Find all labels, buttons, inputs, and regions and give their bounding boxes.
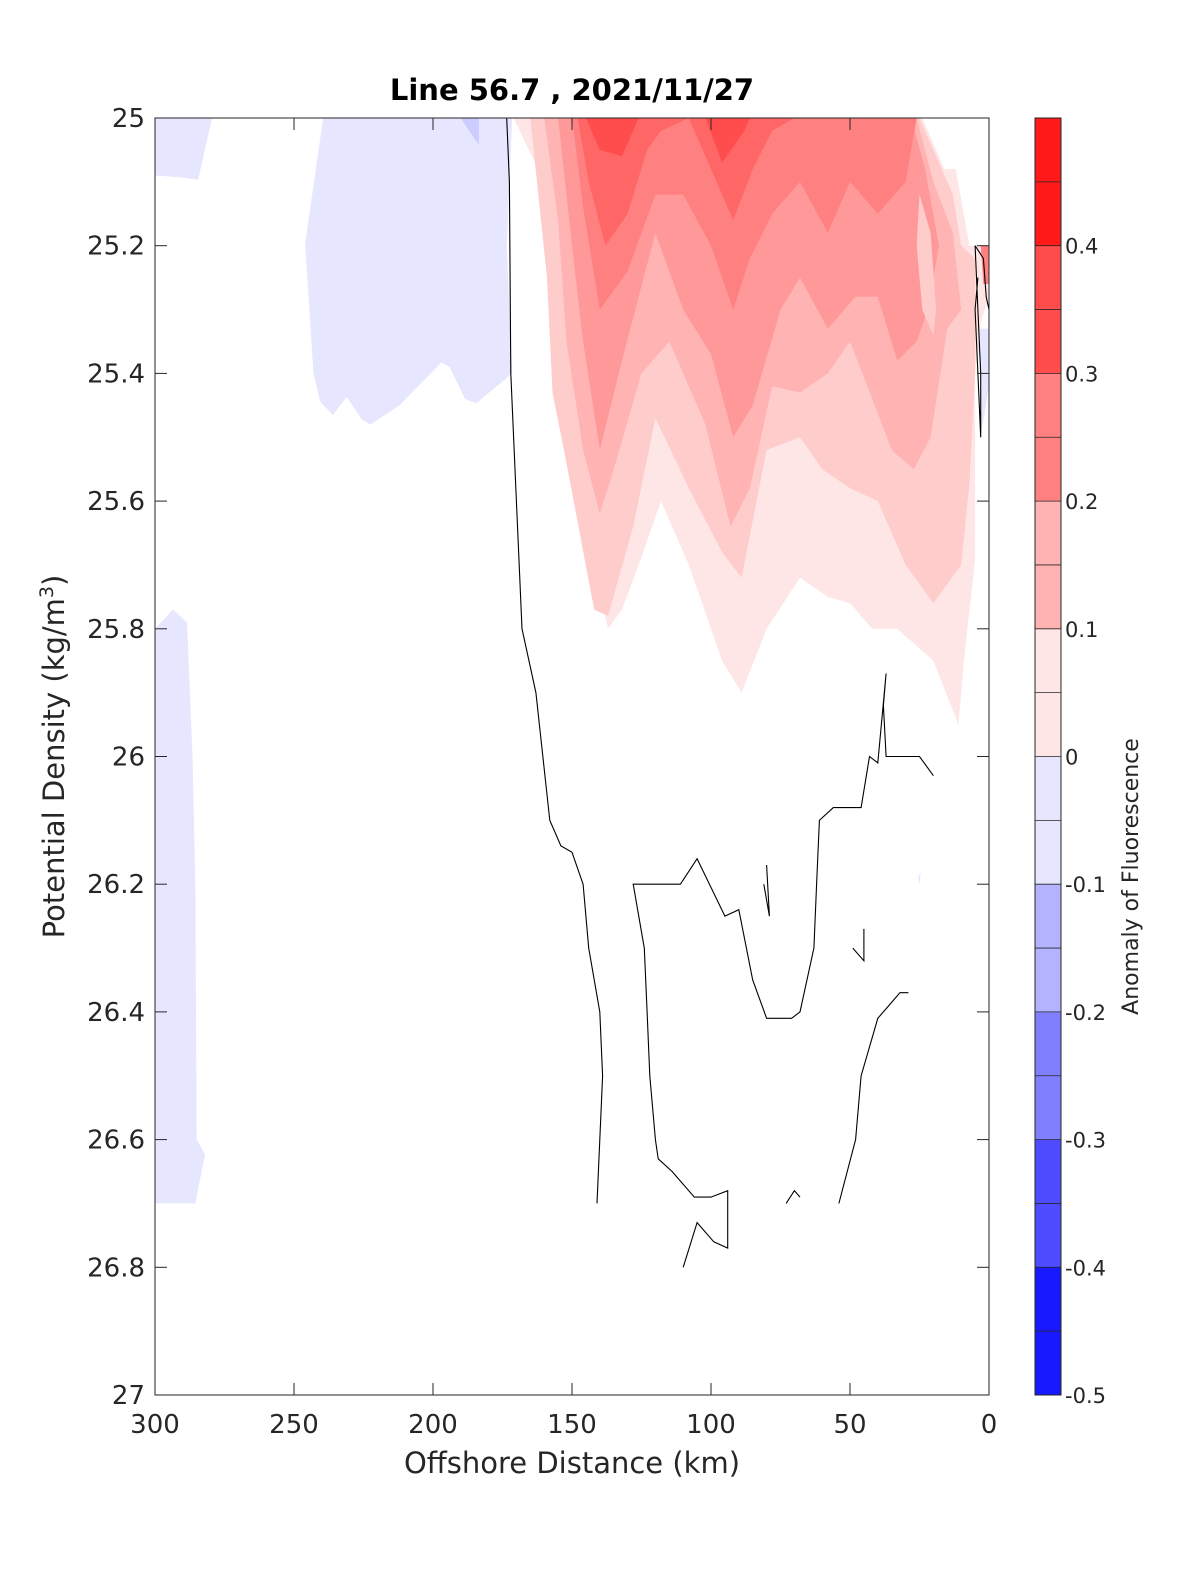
colorbar-tick-label: 0.4 (1065, 235, 1098, 259)
y-tick-label: 25 (112, 104, 145, 134)
colorbar-tick-label: -0.5 (1065, 1384, 1106, 1408)
x-tick-label: 100 (686, 1410, 736, 1440)
colorbar-tick-label: -0.2 (1065, 1001, 1106, 1025)
x-axis-label: Offshore Distance (km) (404, 1446, 740, 1480)
y-tick-label: 25.2 (87, 232, 145, 262)
colorbar-label: Anomaly of Fluorescence (1119, 738, 1144, 1015)
filled-region-14 (980, 245, 989, 284)
filled-region-1 (305, 118, 513, 425)
y-axis-label-close: ) (37, 575, 71, 586)
colorbar-tick-label: -0.4 (1065, 1256, 1106, 1280)
y-tick-label: 26.8 (87, 1253, 145, 1283)
filled-region-3 (155, 609, 205, 1204)
colorbar-ticks: -0.5 -0.4 -0.3 -0.2 -0.1 0 0.1 0.2 0.3 0.4 (1035, 117, 1106, 1408)
contour-line-0 (506, 118, 604, 1204)
plot-area: 300 250 200 150 100 50 0 2525.225.425.625.8262… (87, 104, 997, 1440)
x-tick-label: 200 (408, 1410, 458, 1440)
y-tick-label: 25.6 (87, 487, 145, 517)
contour-line-5 (852, 928, 865, 963)
y-tick-label: 25.4 (87, 359, 145, 389)
filled-region-15 (916, 194, 937, 336)
y-tick-label: 26 (112, 743, 145, 773)
x-tick-label: 250 (269, 1410, 319, 1440)
colorbar-tick-label: -0.1 (1065, 873, 1106, 897)
y-axis: 25 25.2 25.4 25.6 25.8 26 26.2 26.4 26.6 26.8 27 (87, 104, 989, 1411)
filled-region-10 (572, 118, 917, 310)
colorbar-tick-label: -0.3 (1065, 1129, 1106, 1153)
y-tick-label: 25.8 (87, 615, 145, 645)
contour-line-1 (974, 245, 982, 438)
y-tick-label: 26.4 (87, 998, 145, 1028)
filled-region-9 (558, 118, 939, 450)
filled-region-5 (918, 871, 921, 885)
y-axis-label-main: Potential Density (kg/m (37, 598, 71, 938)
filled-region-11 (577, 118, 795, 246)
filled-region-2 (460, 118, 479, 145)
contour-line-6 (838, 992, 909, 1204)
x-tick-label: 150 (547, 1410, 597, 1440)
x-tick-label: 300 (130, 1410, 180, 1440)
y-tick-label: 26.6 (87, 1126, 145, 1156)
contour-line-3 (632, 673, 934, 1268)
filled-region-13 (705, 118, 750, 163)
chart-title: Line 56.7 , 2021/11/27 (390, 73, 754, 107)
y-axis-label-superscript: 3 (36, 586, 58, 598)
contour-line-7 (785, 1189, 801, 1204)
filled-region-0 (155, 118, 212, 180)
colorbar-tick-label: 0.2 (1065, 490, 1098, 514)
y-tick-label: 27 (112, 1381, 145, 1411)
colorbar: -0.5 -0.4 -0.3 -0.2 -0.1 0 0.1 0.2 0.3 0.4 Anomal… (1034, 117, 1144, 1408)
filled-region-12 (585, 118, 639, 157)
colorbar-tick-label: 0.1 (1065, 618, 1098, 642)
colorbar-tick-label: 0.3 (1065, 362, 1098, 386)
x-axis: 300 250 200 150 100 50 0 (130, 118, 997, 1440)
y-tick-label: 26.2 (87, 870, 145, 900)
colorbar-tick-label: 0 (1065, 746, 1078, 770)
x-tick-label: 0 (981, 1410, 998, 1440)
contour-line-4 (763, 864, 770, 917)
zero-contour-lines (506, 118, 989, 1268)
contour-line-2 (974, 245, 989, 310)
x-tick-label: 50 (833, 1410, 866, 1440)
filled-contours (155, 118, 989, 1204)
y-axis-label: Potential Density (kg/m3) (36, 575, 71, 939)
filled-region-4 (975, 328, 989, 438)
